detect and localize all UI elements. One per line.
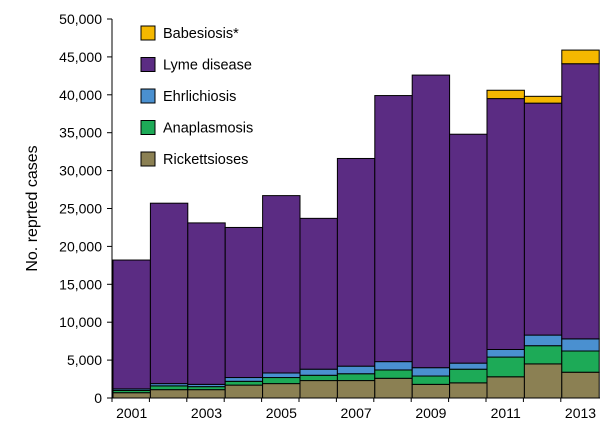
y-tick-label: 40,000 bbox=[59, 87, 102, 103]
bar-2004-lymedisease bbox=[224, 226, 264, 379]
bar-2013-babesiosis bbox=[561, 49, 600, 65]
bar-2011-babesiosis bbox=[486, 89, 525, 100]
bar-2007-rickettsioses bbox=[336, 380, 376, 399]
bar-2005-ehrlichiosis bbox=[262, 372, 301, 379]
bar-2004-rickettsioses bbox=[224, 384, 264, 399]
bar-2013-rickettsioses bbox=[561, 371, 600, 399]
x-tick-label: 2003 bbox=[191, 405, 222, 421]
bar-2001-rickettsioses bbox=[112, 392, 151, 399]
legend-swatch bbox=[140, 88, 156, 104]
bar-2013-anaplasmosis bbox=[561, 350, 600, 373]
x-tick-label: 2005 bbox=[266, 405, 297, 421]
bars-layer bbox=[112, 49, 600, 399]
bar-2010-ehrlichiosis bbox=[449, 362, 488, 370]
y-axis-ticks: 0 5,000 10,000 15,000 20,000 25,000 30,000 35,0… bbox=[59, 11, 112, 406]
y-tick-label: 25,000 bbox=[59, 201, 102, 217]
bar-2011-lymedisease bbox=[486, 98, 525, 350]
bar-2009-rickettsioses bbox=[411, 383, 451, 399]
x-tick-label: 2011 bbox=[491, 405, 521, 421]
bar-2012-rickettsioses bbox=[523, 363, 563, 399]
bar-2008-anaplasmosis bbox=[374, 369, 413, 379]
bar-2012-babesiosis bbox=[523, 95, 563, 104]
bar-2011-anaplasmosis bbox=[486, 356, 525, 378]
bar-2005-lymedisease bbox=[262, 195, 301, 374]
bar-2004-ehrlichiosis bbox=[224, 377, 264, 382]
legend-label: Ehrlichiosis bbox=[163, 89, 236, 105]
x-tick-label: 2009 bbox=[415, 405, 446, 421]
bar-2008-ehrlichiosis bbox=[374, 361, 413, 371]
bar-2009-lymedisease bbox=[411, 74, 451, 369]
bar-2003-lymedisease bbox=[187, 222, 226, 385]
y-tick-label: 0 bbox=[94, 390, 102, 406]
bar-2011-rickettsioses bbox=[486, 376, 525, 399]
bar-2012-lymedisease bbox=[523, 102, 563, 336]
x-axis-ticks: 2001 2003 2005 2007 2009 2011 2013 bbox=[111, 398, 596, 421]
bar-2010-rickettsioses bbox=[449, 382, 488, 399]
legend-label: Lyme disease bbox=[163, 58, 252, 74]
bar-2013-lymedisease bbox=[561, 63, 600, 340]
bar-2009-anaplasmosis bbox=[411, 375, 451, 385]
bar-2010-lymedisease bbox=[449, 133, 488, 364]
bar-2013-ehrlichiosis bbox=[561, 338, 600, 352]
legend-swatch bbox=[140, 57, 156, 72]
bar-2001-lymedisease bbox=[112, 259, 151, 390]
y-tick-label: 45,000 bbox=[59, 49, 102, 65]
bar-2007-lymedisease bbox=[336, 157, 376, 367]
bar-2004-anaplasmosis bbox=[224, 380, 264, 386]
bar-2003-rickettsioses bbox=[187, 389, 226, 399]
bar-2007-anaplasmosis bbox=[336, 373, 376, 382]
bar-2006-ehrlichiosis bbox=[299, 368, 338, 376]
bar-2009-ehrlichiosis bbox=[411, 367, 451, 377]
legend-swatch bbox=[140, 120, 156, 135]
legend-swatch bbox=[140, 25, 156, 41]
bar-2011-ehrlichiosis bbox=[486, 348, 525, 358]
y-axis-title: No. reprted cases bbox=[24, 145, 41, 271]
legend-label: Anaplasmosis bbox=[163, 121, 253, 137]
bar-2008-lymedisease bbox=[374, 95, 413, 363]
legend-label: Rickettsioses bbox=[163, 152, 248, 168]
bar-2006-rickettsioses bbox=[299, 380, 338, 399]
bar-2002-anaplasmosis bbox=[149, 385, 189, 391]
bar-2005-rickettsioses bbox=[262, 383, 301, 399]
bar-2012-ehrlichiosis bbox=[523, 334, 563, 347]
bar-2007-ehrlichiosis bbox=[336, 365, 376, 375]
y-tick-label: 15,000 bbox=[59, 276, 102, 292]
x-tick-label: 2013 bbox=[565, 405, 596, 421]
y-tick-label: 50,000 bbox=[59, 11, 102, 27]
bar-2008-rickettsioses bbox=[374, 377, 413, 399]
bar-2006-anaplasmosis bbox=[299, 374, 338, 382]
legend: Babesiosis* Lyme disease Ehrlichiosis Anapl… bbox=[140, 25, 253, 168]
y-tick-label: 35,000 bbox=[59, 125, 102, 141]
bar-2012-anaplasmosis bbox=[523, 345, 563, 365]
x-tick-label: 2007 bbox=[341, 405, 372, 421]
legend-swatch bbox=[140, 151, 156, 167]
bar-2010-anaplasmosis bbox=[449, 368, 488, 384]
y-tick-label: 30,000 bbox=[59, 163, 102, 179]
bar-2002-rickettsioses bbox=[149, 389, 189, 399]
bar-2005-anaplasmosis bbox=[262, 377, 301, 385]
y-tick-label: 20,000 bbox=[59, 238, 102, 254]
bar-2002-lymedisease bbox=[149, 202, 189, 385]
legend-label: Babesiosis* bbox=[163, 26, 239, 42]
x-tick-label: 2001 bbox=[116, 405, 147, 421]
bar-2006-lymedisease bbox=[299, 217, 338, 370]
y-tick-label: 5,000 bbox=[67, 352, 102, 368]
y-tick-label: 10,000 bbox=[59, 314, 102, 330]
